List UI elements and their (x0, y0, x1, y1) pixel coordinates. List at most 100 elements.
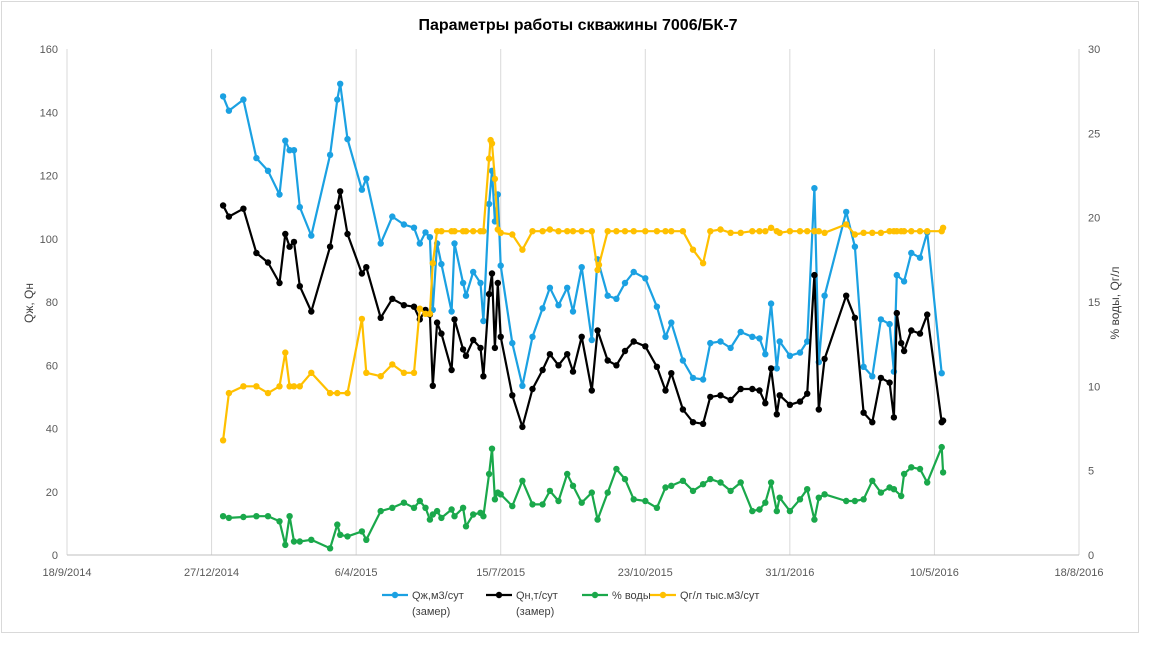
x-tick-label: 27/12/2014 (184, 567, 239, 579)
data-point (890, 486, 898, 493)
data-point (569, 308, 577, 315)
data-point (400, 369, 408, 376)
data-point (939, 469, 947, 476)
data-point (529, 385, 536, 393)
data-point (433, 319, 441, 326)
data-point (509, 502, 516, 510)
data-point (488, 270, 496, 277)
x-tick-label: 10/5/2016 (910, 567, 959, 579)
data-point (762, 400, 769, 407)
data-point (539, 501, 546, 508)
data-point (653, 303, 661, 310)
data-point (429, 260, 436, 267)
data-point (604, 489, 611, 496)
data-point (737, 479, 744, 486)
data-point (707, 393, 714, 401)
data-point (668, 370, 675, 377)
data-point (337, 531, 344, 538)
series-qn (219, 188, 947, 431)
series-water-cut (219, 443, 947, 552)
data-point (653, 228, 661, 235)
data-point (939, 417, 947, 424)
data-point (377, 314, 384, 321)
data-point (240, 96, 247, 103)
data-point (893, 309, 900, 317)
data-point (898, 339, 905, 347)
data-point (344, 230, 351, 238)
data-point (308, 308, 315, 315)
data-point (416, 497, 423, 505)
data-point (749, 333, 756, 340)
data-point (804, 228, 811, 235)
data-point (480, 317, 487, 325)
data-point (282, 230, 289, 238)
data-point (240, 513, 247, 521)
x-tick-label: 18/9/2014 (43, 567, 92, 579)
data-point (546, 226, 554, 233)
data-point (689, 487, 697, 495)
data-point (642, 343, 649, 350)
data-point (326, 243, 334, 250)
y-right-tick-label: 30 (1088, 44, 1100, 56)
data-point (519, 477, 526, 484)
data-point (821, 355, 828, 363)
data-point (588, 387, 595, 394)
data-point (264, 259, 272, 266)
data-point (363, 369, 370, 376)
data-point (485, 290, 493, 298)
data-point (225, 389, 233, 397)
data-point (377, 507, 384, 515)
data-point (377, 240, 384, 247)
data-point (786, 228, 794, 235)
data-point (334, 389, 341, 397)
data-point (939, 224, 947, 231)
data-point (893, 228, 900, 235)
data-point (578, 264, 585, 271)
data-point (776, 229, 783, 236)
series-qgas (219, 136, 947, 444)
data-point (851, 497, 859, 505)
data-point (276, 518, 283, 525)
data-point (358, 315, 366, 323)
data-point (363, 175, 370, 182)
data-point (555, 302, 562, 309)
data-point (509, 392, 516, 399)
data-point (564, 284, 571, 291)
data-point (707, 339, 714, 347)
data-point (776, 392, 783, 399)
data-point (811, 185, 818, 192)
data-point (308, 369, 315, 376)
data-point (776, 338, 783, 345)
data-point (410, 369, 418, 376)
data-point (796, 349, 804, 356)
data-point (786, 507, 794, 515)
data-point (225, 107, 233, 114)
data-point (448, 506, 455, 513)
data-point (290, 383, 298, 390)
data-point (451, 228, 458, 235)
data-point (438, 228, 445, 235)
data-point (630, 268, 637, 276)
data-point (699, 376, 707, 383)
data-point (642, 497, 649, 505)
data-point (480, 228, 487, 235)
vertical-gridlines (66, 49, 1080, 555)
data-point (773, 507, 780, 515)
data-point (422, 504, 429, 511)
data-point (578, 333, 585, 340)
data-point (893, 271, 900, 279)
data-point (494, 279, 501, 287)
data-point (264, 513, 272, 520)
data-point (756, 506, 763, 513)
y-left-tick-labels: 0 20 40 60 80 100 120 140 160 (40, 44, 58, 562)
data-point (773, 411, 780, 418)
data-point (546, 351, 554, 358)
y-right-axis-title: % воды, Qг/л (1108, 267, 1122, 340)
series-line-water-cut (222, 446, 945, 550)
data-point (749, 228, 756, 235)
data-point (773, 365, 780, 372)
data-point (477, 279, 484, 287)
data-point (613, 228, 620, 235)
data-point (389, 361, 396, 368)
data-point (668, 482, 675, 489)
